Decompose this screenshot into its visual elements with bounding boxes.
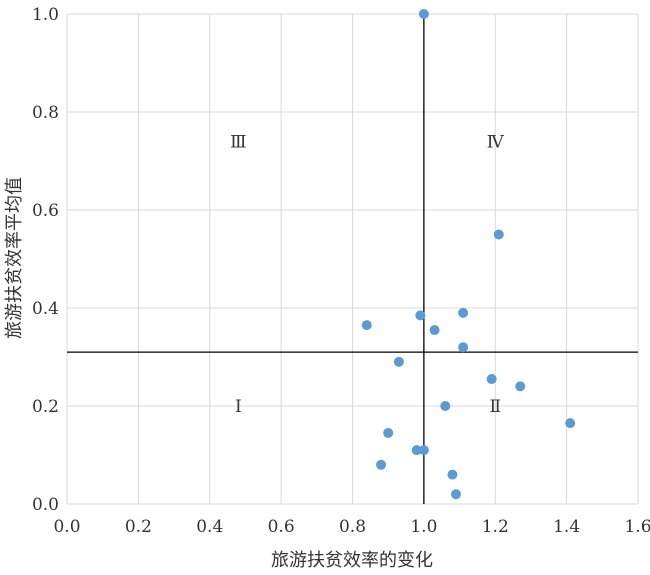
data-points (361, 9, 576, 500)
quadrant-label: Ⅲ (230, 132, 246, 152)
data-point (486, 374, 497, 385)
quadrant-label: Ⅰ (235, 397, 242, 417)
quadrant-label: Ⅱ (489, 397, 501, 417)
x-tick-label: 0.2 (125, 517, 152, 537)
x-tick-label: 1.0 (410, 517, 437, 537)
data-point (493, 229, 504, 240)
y-axis-title: 旅游扶贫效率平均值 (4, 177, 25, 339)
y-tick-label: 0.6 (32, 201, 59, 221)
data-point (429, 325, 440, 336)
tick-labels: 0.0 0.2 0.4 0.6 0.8 1.0 1.2 1.4 1.6 0.0 0.2 0.4 0.6 0… (32, 5, 650, 537)
data-point (393, 356, 404, 367)
data-point (450, 489, 461, 500)
data-point (418, 9, 429, 19)
data-point (376, 459, 387, 470)
y-tick-label: 0.8 (32, 103, 59, 123)
data-point (415, 310, 426, 321)
data-point (458, 307, 469, 318)
data-point (411, 445, 422, 456)
data-point (565, 418, 576, 429)
y-tick-label: 0.2 (32, 397, 59, 417)
data-point (383, 427, 394, 438)
x-axis-title: 旅游扶贫效率的变化 (271, 550, 433, 571)
x-tick-label: 0.4 (196, 517, 223, 537)
x-tick-label: 0.6 (268, 517, 295, 537)
x-tick-label: 1.4 (553, 517, 580, 537)
y-tick-label: 0.0 (32, 495, 59, 515)
data-point (447, 469, 458, 480)
x-tick-label: 0.8 (339, 517, 366, 537)
x-tick-label: 1.6 (624, 517, 650, 537)
x-tick-label: 1.2 (482, 517, 509, 537)
data-point (361, 320, 372, 331)
quadrant-labels: Ⅲ Ⅳ Ⅰ Ⅱ (230, 132, 505, 417)
x-tick-label: 0.0 (53, 517, 80, 537)
y-tick-label: 0.4 (32, 299, 59, 319)
data-point (515, 381, 526, 392)
axes (67, 14, 638, 504)
y-tick-label: 1.0 (32, 5, 59, 25)
data-point (418, 445, 429, 456)
data-point (440, 401, 451, 411)
data-point (458, 342, 469, 353)
grid (66, 13, 639, 505)
quadrant-label: Ⅳ (487, 132, 505, 152)
